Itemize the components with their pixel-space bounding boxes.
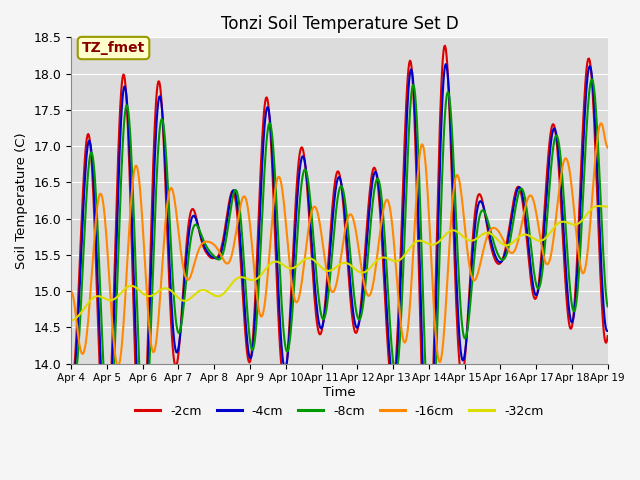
-2cm <box>404 66 412 72</box>
Line: -4cm: -4cm <box>71 64 608 464</box>
-4cm <box>132 347 140 353</box>
-16cm <box>604 145 612 151</box>
-2cm <box>604 333 612 339</box>
-4cm <box>215 254 223 260</box>
-16cm <box>77 348 84 354</box>
-16cm <box>133 164 141 169</box>
Legend: -2cm, -4cm, -8cm, -16cm, -32cm: -2cm, -4cm, -8cm, -16cm, -32cm <box>130 400 548 423</box>
-8cm <box>67 374 75 380</box>
-4cm <box>420 402 428 408</box>
-8cm <box>588 76 596 82</box>
Line: -8cm: -8cm <box>71 79 608 439</box>
-8cm <box>77 303 84 309</box>
Line: -2cm: -2cm <box>71 46 608 479</box>
-4cm <box>67 385 75 391</box>
-32cm <box>132 285 140 290</box>
-4cm <box>604 328 612 334</box>
-32cm <box>187 295 195 301</box>
Y-axis label: Soil Temperature (C): Soil Temperature (C) <box>15 132 28 269</box>
Line: -16cm: -16cm <box>71 123 608 366</box>
-8cm <box>215 257 223 263</box>
-16cm <box>67 289 75 295</box>
-4cm <box>77 260 84 265</box>
-32cm <box>67 317 75 323</box>
-32cm <box>77 310 84 316</box>
Title: Tonzi Soil Temperature Set D: Tonzi Soil Temperature Set D <box>221 15 458 33</box>
-8cm <box>420 329 428 335</box>
-16cm <box>216 250 223 255</box>
X-axis label: Time: Time <box>323 386 356 399</box>
Text: TZ_fmet: TZ_fmet <box>82 41 145 55</box>
-4cm <box>425 461 433 467</box>
-32cm <box>215 293 223 299</box>
-16cm <box>421 154 429 160</box>
-16cm <box>597 120 605 126</box>
-8cm <box>132 277 140 283</box>
-8cm <box>604 303 612 309</box>
-8cm <box>404 137 412 143</box>
-2cm <box>423 476 431 480</box>
-2cm <box>132 385 140 391</box>
Line: -32cm: -32cm <box>71 206 608 320</box>
-2cm <box>67 387 75 393</box>
-8cm <box>187 238 195 244</box>
-32cm <box>604 204 612 209</box>
-16cm <box>405 312 413 318</box>
-4cm <box>404 87 412 93</box>
-2cm <box>187 210 195 216</box>
-8cm <box>427 436 435 442</box>
-2cm <box>420 440 428 445</box>
-32cm <box>594 203 602 209</box>
-32cm <box>404 247 412 253</box>
-16cm <box>115 363 122 369</box>
-4cm <box>187 220 195 226</box>
-2cm <box>77 235 84 240</box>
-4cm <box>442 61 449 67</box>
-2cm <box>215 252 223 258</box>
-32cm <box>420 239 428 245</box>
-2cm <box>441 43 449 48</box>
-16cm <box>188 271 195 277</box>
